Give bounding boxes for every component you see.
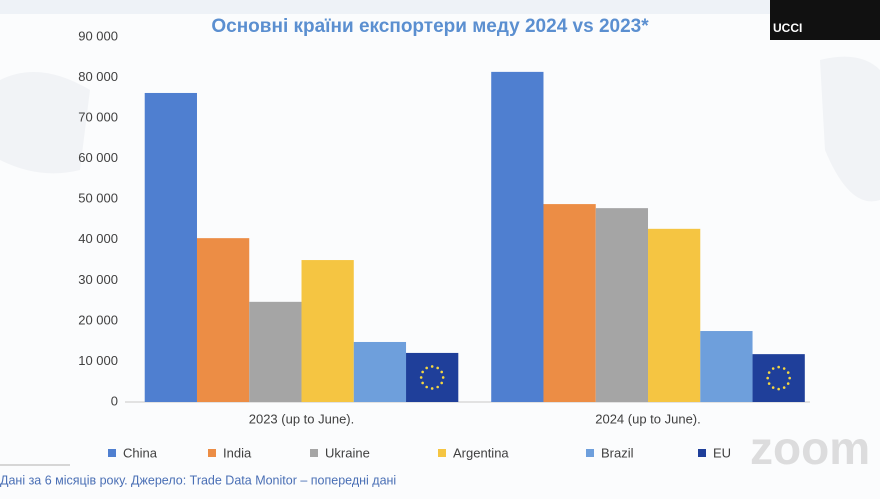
legend-label: Brazil	[601, 445, 634, 460]
legend-swatch	[586, 449, 594, 457]
bar	[700, 331, 753, 402]
legend-swatch	[208, 449, 216, 457]
bar	[406, 352, 459, 402]
legend-label: China	[123, 445, 158, 460]
bar	[491, 71, 544, 402]
eu-star	[419, 376, 423, 379]
eu-star	[782, 367, 786, 370]
eu-star	[425, 385, 428, 389]
map-shape	[0, 72, 90, 174]
bar	[648, 228, 701, 402]
bar	[543, 204, 596, 402]
legend-label: Argentina	[453, 445, 509, 460]
eu-star	[425, 366, 428, 370]
eu-star	[786, 371, 790, 374]
y-tick-label: 10 000	[78, 353, 118, 368]
map-shape	[820, 56, 880, 202]
y-tick-label: 30 000	[78, 272, 118, 287]
eu-star	[777, 387, 780, 391]
top-strip	[0, 0, 880, 14]
eu-star	[421, 381, 424, 385]
eu-star	[782, 386, 786, 389]
eu-star	[441, 376, 445, 379]
y-tick-label: 40 000	[78, 231, 118, 246]
legend-swatch	[438, 449, 446, 457]
legend-label: Ukraine	[325, 445, 370, 460]
eu-star	[766, 376, 769, 380]
eu-star	[777, 365, 780, 369]
bar	[249, 301, 302, 402]
eu-star	[767, 382, 771, 385]
eu-star	[430, 387, 434, 390]
eu-star	[786, 382, 790, 385]
eu-star	[430, 365, 434, 368]
bar	[752, 354, 805, 402]
bar	[301, 260, 354, 402]
eu-star	[440, 370, 443, 374]
footnote: Дані за 6 місяців року. Джерело: Trade D…	[0, 473, 396, 487]
y-tick-label: 70 000	[78, 110, 118, 125]
eu-star	[421, 370, 424, 374]
chart-title: Основні країни експортери меду 2024 vs 2…	[211, 16, 649, 37]
legend-swatch	[698, 449, 706, 457]
video-label: UCCI	[773, 21, 802, 35]
bar	[144, 92, 197, 402]
legend-label: India	[223, 445, 252, 460]
legend-swatch	[108, 449, 116, 457]
y-tick-label: 20 000	[78, 312, 118, 327]
y-tick-label: 60 000	[78, 150, 118, 165]
legend-swatch	[310, 449, 318, 457]
x-tick-label: 2024 (up to June).	[595, 411, 701, 426]
y-tick-label: 0	[111, 393, 118, 408]
bar	[196, 238, 250, 402]
legend-label: EU	[713, 445, 731, 460]
bar	[595, 208, 649, 402]
video-thumbnail	[770, 0, 880, 40]
eu-star	[771, 386, 775, 389]
y-tick-label: 80 000	[78, 69, 118, 84]
eu-star	[440, 381, 443, 385]
x-tick-label: 2023 (up to June).	[249, 411, 355, 426]
y-tick-label: 50 000	[78, 191, 118, 206]
eu-star	[436, 385, 439, 389]
watermark: zoom	[750, 422, 870, 474]
eu-star	[436, 366, 439, 370]
eu-star	[788, 376, 791, 380]
eu-star	[771, 367, 775, 370]
eu-star	[767, 371, 771, 374]
y-tick-label: 90 000	[78, 28, 118, 43]
bar	[353, 341, 407, 402]
